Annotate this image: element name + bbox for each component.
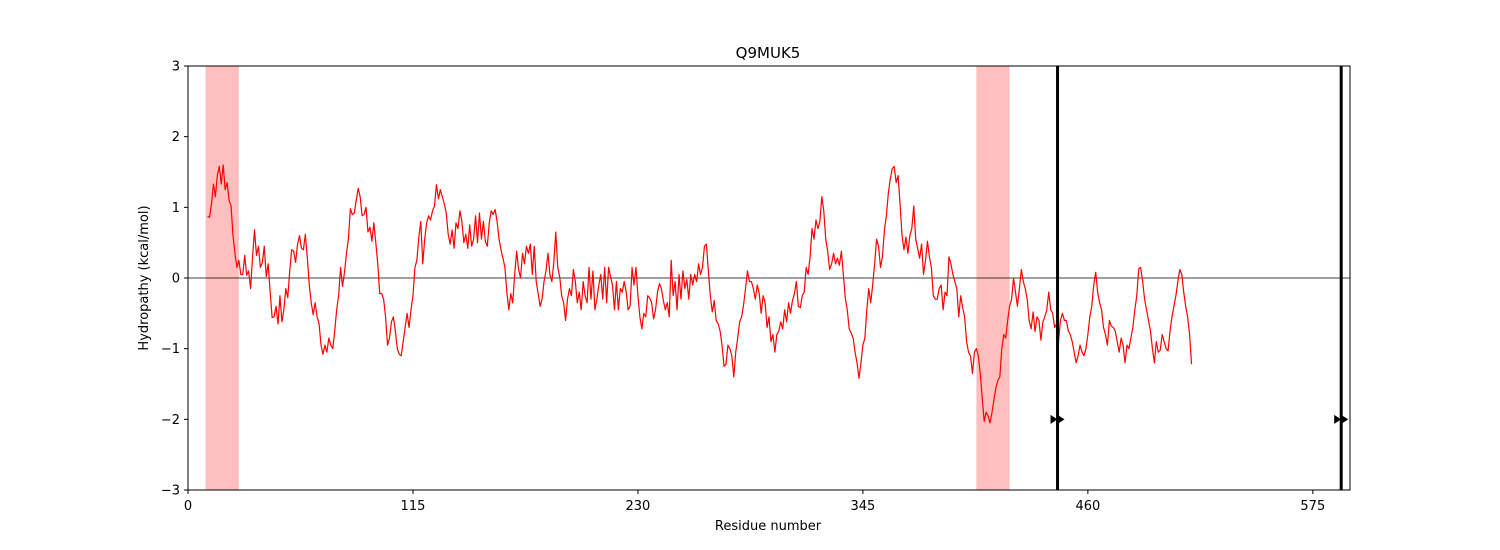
y-tick-label: −2 — [161, 413, 180, 428]
x-axis-label: Residue number — [715, 519, 822, 534]
arrow-marker-2 — [1334, 414, 1349, 424]
x-tick-label: 460 — [1075, 499, 1100, 514]
y-tick-label: 3 — [172, 60, 180, 75]
y-axis-label: Hydropathy (kcal/mol) — [137, 205, 152, 350]
vertical-markers — [1050, 66, 1349, 490]
arrow-marker-1 — [1050, 414, 1065, 424]
y-axis-ticks: −3 −2 −1 0 1 2 3 — [161, 60, 188, 499]
y-tick-label: 1 — [172, 201, 180, 216]
x-tick-label: 0 — [184, 499, 192, 514]
x-tick-label: 575 — [1300, 499, 1325, 514]
hydropathy-line — [207, 164, 1193, 424]
y-tick-label: −1 — [161, 342, 180, 357]
y-tick-label: 2 — [172, 130, 180, 145]
x-tick-label: 230 — [626, 499, 651, 514]
y-tick-label: 0 — [172, 272, 180, 287]
x-tick-label: 345 — [850, 499, 875, 514]
x-axis-ticks: 0 115 230 345 460 575 — [184, 490, 1325, 514]
x-tick-label: 115 — [401, 499, 426, 514]
chart-title: Q9MUK5 — [736, 44, 801, 62]
y-tick-label: −3 — [161, 484, 180, 499]
